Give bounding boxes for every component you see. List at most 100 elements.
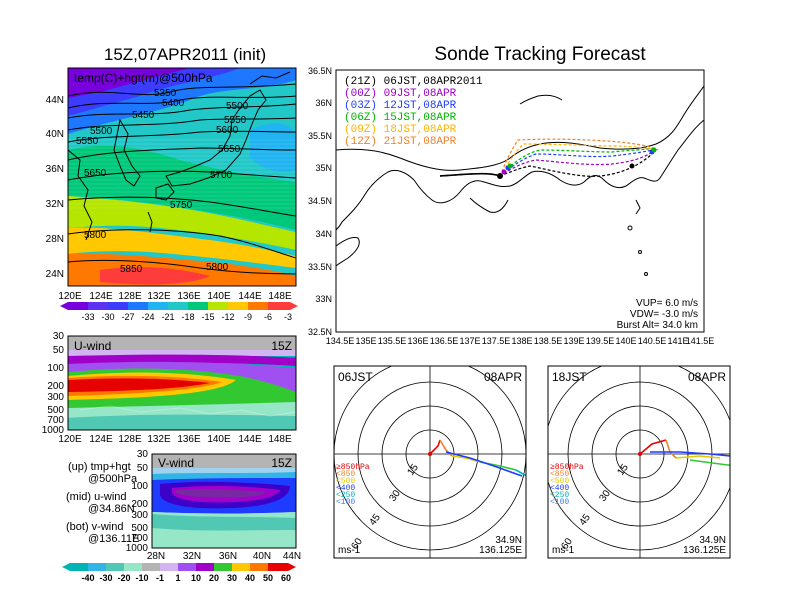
- svg-text:140E: 140E: [207, 291, 231, 302]
- v-panel-label: V-wind: [158, 456, 194, 470]
- legend-entry: (09Z) 18JST,08APR: [344, 124, 457, 136]
- svg-text:33N: 33N: [315, 294, 332, 304]
- u-panel-label: U-wind: [74, 339, 111, 353]
- svg-text:-18: -18: [181, 312, 194, 322]
- svg-text:5400: 5400: [162, 98, 185, 109]
- svg-text:50: 50: [53, 345, 65, 356]
- svg-text:<100: <100: [550, 498, 569, 507]
- u-panel-time: 15Z: [271, 339, 292, 353]
- svg-text:136.5E: 136.5E: [430, 336, 459, 346]
- svg-text:135E: 135E: [355, 336, 376, 346]
- svg-text:700: 700: [47, 415, 64, 426]
- svg-text:132E: 132E: [147, 291, 171, 302]
- svg-text:(up) tmp+hgt: (up) tmp+hgt: [68, 461, 131, 473]
- svg-text:5350: 5350: [154, 88, 177, 99]
- svg-text:135.5E: 135.5E: [378, 336, 407, 346]
- svg-text:124E: 124E: [89, 434, 113, 445]
- svg-text:5700: 5700: [210, 170, 233, 181]
- u-panel-frame: [67, 335, 297, 431]
- svg-text:40N: 40N: [46, 129, 64, 140]
- svg-text:32.5N: 32.5N: [308, 327, 332, 337]
- svg-text:139E: 139E: [563, 336, 584, 346]
- svg-text:-10: -10: [135, 573, 148, 583]
- svg-text:141E: 141E: [667, 336, 688, 346]
- trajectory-endpoints: [497, 147, 657, 179]
- hodo2-unit: ms-1: [552, 545, 575, 556]
- svg-text:144E: 144E: [238, 291, 262, 302]
- svg-text:30: 30: [597, 488, 613, 504]
- legend-entry: (03Z) 12JST,08APR: [344, 100, 457, 112]
- svg-text:@34.86N: @34.86N: [88, 503, 135, 515]
- u-lon-ticks: 120E 124E 128E 132E 136E 140E 144E 148E: [58, 434, 292, 445]
- svg-text:-30: -30: [99, 573, 112, 583]
- svg-text:124E: 124E: [89, 291, 113, 302]
- svg-text:300: 300: [47, 392, 64, 403]
- svg-text:5750: 5750: [170, 200, 193, 211]
- svg-text:-20: -20: [117, 573, 130, 583]
- hodo1-ring-labels: 15 30 45 60: [349, 462, 421, 552]
- svg-text:@136.11E: @136.11E: [88, 533, 139, 545]
- panel-notes: (up) tmp+hgt @500hPa (mid) u-wind @34.86…: [66, 461, 139, 545]
- svg-text:-9: -9: [244, 312, 252, 322]
- svg-text:128E: 128E: [118, 434, 142, 445]
- svg-text:120E: 120E: [58, 291, 82, 302]
- svg-text:5800: 5800: [206, 262, 229, 273]
- v-panel-frame: [151, 453, 297, 549]
- wind-colorbar: [62, 563, 296, 571]
- legend-entry: (12Z) 21JST,08APR: [344, 136, 457, 148]
- hodo1-date: 08APR: [484, 370, 522, 384]
- hodo2-lat: 34.9N: [699, 535, 726, 546]
- svg-text:138E: 138E: [511, 336, 532, 346]
- u-wind-cross-section: [68, 336, 296, 430]
- svg-text:Burst Alt= 34.0 km: Burst Alt= 34.0 km: [617, 320, 698, 331]
- svg-text:<500: <500: [550, 477, 569, 486]
- temp-lon-ticks: 120E 124E 128E 132E 136E 140E 144E 148E: [58, 291, 292, 302]
- svg-text:36N: 36N: [46, 164, 64, 175]
- svg-text:32N: 32N: [46, 199, 64, 210]
- svg-text:300: 300: [131, 510, 148, 521]
- svg-text:-27: -27: [121, 312, 134, 322]
- svg-text:1: 1: [175, 573, 180, 583]
- svg-text:36.5N: 36.5N: [308, 66, 332, 76]
- svg-text:5650: 5650: [84, 168, 107, 179]
- svg-text:200: 200: [47, 381, 64, 392]
- svg-text:45: 45: [577, 512, 593, 528]
- svg-text:5650: 5650: [218, 144, 241, 155]
- svg-text:(bot) v-wind: (bot) v-wind: [66, 521, 123, 533]
- svg-text:141.5E: 141.5E: [686, 336, 715, 346]
- svg-text:20: 20: [209, 573, 219, 583]
- svg-text:36N: 36N: [315, 98, 332, 108]
- svg-text:144E: 144E: [238, 434, 262, 445]
- svg-text:-6: -6: [264, 312, 272, 322]
- trajectory-legend: (21Z) 06JST,08APR2011 (00Z) 09JST,08APR …: [344, 76, 483, 148]
- svg-text:-33: -33: [81, 312, 94, 322]
- temp-lat-ticks: 44N 40N 36N 32N 28N 24N: [46, 95, 64, 280]
- legend-entry: (06Z) 15JST,08APR: [344, 112, 457, 124]
- svg-text:5850: 5850: [120, 264, 143, 275]
- u-pressure-ticks: 30 50 100 200 300 500 700 1000: [42, 331, 65, 436]
- svg-text:140.5E: 140.5E: [638, 336, 667, 346]
- svg-text:<400: <400: [336, 484, 355, 493]
- svg-text:128E: 128E: [118, 291, 142, 302]
- svg-text:200: 200: [131, 499, 148, 510]
- svg-text:148E: 148E: [268, 291, 292, 302]
- svg-text:138.5E: 138.5E: [534, 336, 563, 346]
- svg-text:5500: 5500: [226, 101, 249, 112]
- legend-entry: (00Z) 09JST,08APR: [344, 88, 457, 100]
- svg-text:28N: 28N: [46, 234, 64, 245]
- svg-text:1000: 1000: [42, 425, 65, 436]
- left-title: 15Z,07APR2011 (init): [104, 45, 266, 64]
- hodo1-lon: 136.125E: [479, 545, 522, 556]
- v-panel-time: 15Z: [271, 456, 292, 470]
- svg-text:100: 100: [47, 363, 64, 374]
- svg-text:-15: -15: [201, 312, 214, 322]
- hodo2-time: 18JST: [552, 370, 587, 384]
- svg-text:-40: -40: [81, 573, 94, 583]
- svg-text:5450: 5450: [132, 110, 155, 121]
- svg-text:10: 10: [191, 573, 201, 583]
- svg-text:120E: 120E: [58, 434, 82, 445]
- svg-text:<850: <850: [336, 470, 355, 479]
- svg-text:-1: -1: [156, 573, 164, 583]
- svg-text:140E: 140E: [615, 336, 636, 346]
